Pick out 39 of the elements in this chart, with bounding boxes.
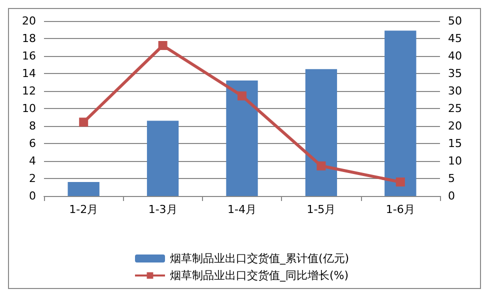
y2-tick-label: 35: [448, 67, 462, 80]
x-tick-label: 1-5月: [306, 203, 336, 216]
bar: [384, 30, 416, 196]
y-tick-label: 0: [29, 190, 36, 202]
x-tick-label: 1-6月: [386, 203, 415, 216]
y2-tick-label: 50: [448, 14, 462, 28]
y-tick-label: 4: [29, 154, 36, 168]
point: [79, 118, 88, 127]
y2-tick-label: 25: [448, 102, 462, 115]
y2-tick-label: 5: [448, 172, 455, 185]
y-tick-label: 16: [22, 50, 36, 62]
y2-tick-label: 40: [448, 50, 462, 62]
y2-tick-label: 15: [448, 137, 462, 150]
y-tick-label: 12: [22, 84, 36, 98]
y2-tick-label: 45: [448, 32, 462, 45]
y-tick-label: 2: [29, 172, 36, 185]
y-tick-label: 20: [22, 14, 36, 28]
point: [316, 161, 326, 170]
y2-tick-label: 10: [448, 154, 462, 168]
y2-tick-label: 0: [448, 190, 455, 202]
y-tick-label: 10: [22, 102, 36, 115]
y2-tick-label: 20: [448, 120, 462, 132]
bar: [68, 182, 100, 196]
x-tick-label: 1-4月: [228, 203, 256, 216]
x-tick-label: 1-2月: [69, 203, 98, 216]
bar: [146, 120, 179, 196]
point: [238, 91, 246, 100]
bar: [226, 80, 258, 196]
y-tick-label: 6: [29, 137, 36, 150]
point: [158, 41, 168, 50]
legend-label: 烟草制品业出口交货值_累计值(亿元): [170, 252, 350, 265]
y2-tick-label: 30: [448, 84, 462, 98]
legend-label: 烟草制品业出口交货值_同比增长(%): [170, 269, 349, 282]
x-tick-label: 1-3月: [148, 203, 178, 216]
y-tick-label: 8: [29, 120, 36, 132]
point: [396, 178, 405, 186]
y-tick-label: 18: [22, 32, 36, 45]
bar: [305, 69, 338, 196]
y-tick-label: 14: [22, 67, 36, 80]
